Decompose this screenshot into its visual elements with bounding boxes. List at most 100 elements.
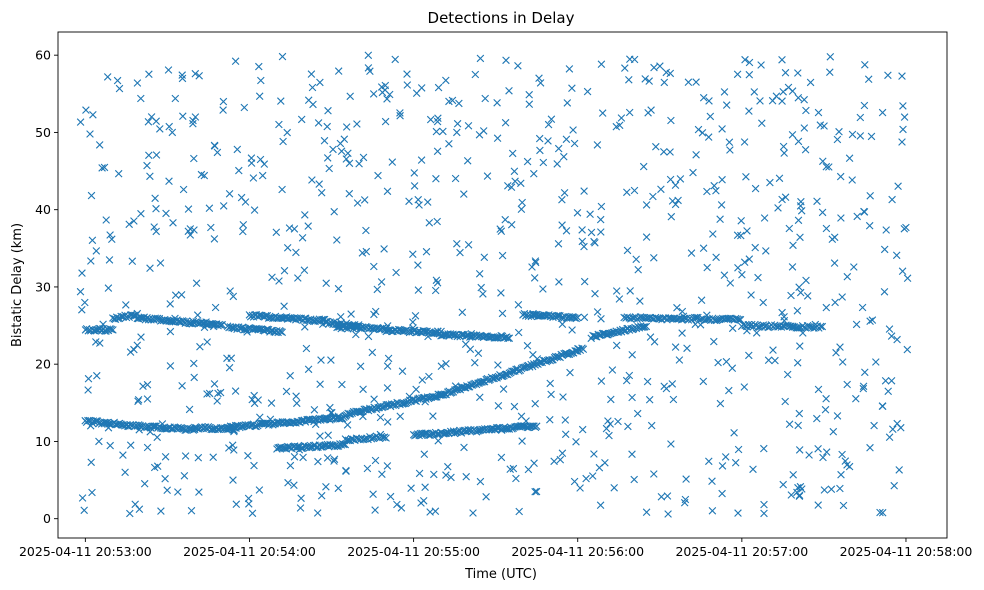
detection-point bbox=[313, 509, 322, 517]
detection-point bbox=[359, 412, 367, 421]
detection-point bbox=[178, 382, 186, 390]
detection-point bbox=[697, 296, 706, 304]
detection-point bbox=[432, 127, 441, 136]
detection-point bbox=[525, 100, 534, 108]
detection-point bbox=[99, 320, 107, 329]
detection-point bbox=[882, 226, 890, 234]
detection-point bbox=[766, 178, 774, 187]
detection-point bbox=[231, 387, 240, 395]
detection-point bbox=[369, 90, 378, 98]
detection-point bbox=[107, 325, 116, 334]
detection-point bbox=[498, 251, 507, 260]
y-tick-label: 0 bbox=[43, 511, 51, 526]
detection-point bbox=[203, 338, 211, 346]
detection-point bbox=[833, 412, 842, 420]
detection-point bbox=[718, 462, 727, 470]
detection-point bbox=[716, 399, 725, 408]
detection-point bbox=[400, 399, 408, 408]
detection-point bbox=[614, 417, 622, 426]
detection-point bbox=[186, 225, 195, 233]
detection-point bbox=[593, 141, 602, 149]
detection-point bbox=[423, 198, 432, 206]
detection-point bbox=[821, 405, 830, 414]
detection-point bbox=[604, 417, 612, 425]
detection-point bbox=[784, 83, 793, 92]
detection-point bbox=[315, 180, 323, 188]
detection-point bbox=[742, 173, 750, 181]
detection-point bbox=[200, 171, 209, 180]
detection-point bbox=[519, 363, 527, 372]
detection-point bbox=[878, 108, 887, 117]
detection-point bbox=[211, 303, 220, 312]
detection-point bbox=[358, 249, 367, 257]
detection-point bbox=[597, 60, 606, 68]
detection-point bbox=[553, 353, 562, 361]
detection-point bbox=[334, 67, 343, 75]
detection-point bbox=[344, 149, 352, 158]
x-tick-label: 2025-04-11 20:56:00 bbox=[511, 544, 644, 559]
detection-point bbox=[353, 120, 361, 128]
detection-point bbox=[145, 70, 153, 78]
detection-point bbox=[283, 244, 292, 252]
detection-point bbox=[751, 243, 759, 252]
detection-point bbox=[346, 92, 354, 101]
detection-point bbox=[471, 358, 479, 367]
detection-point bbox=[760, 500, 768, 509]
detection-point bbox=[699, 93, 708, 102]
detection-point bbox=[829, 427, 838, 436]
detection-point bbox=[225, 363, 234, 372]
detection-point bbox=[793, 307, 802, 315]
detection-point bbox=[553, 311, 561, 320]
detection-point bbox=[232, 500, 241, 508]
detection-point bbox=[398, 367, 407, 375]
detection-point bbox=[356, 408, 365, 416]
detection-point bbox=[89, 111, 97, 119]
detection-point bbox=[296, 504, 305, 512]
detection-point bbox=[517, 205, 526, 213]
x-tick-label: 2025-04-11 20:53:00 bbox=[19, 544, 152, 559]
detection-point bbox=[588, 472, 597, 480]
detection-point bbox=[376, 413, 385, 422]
detection-point bbox=[409, 250, 417, 258]
detection-point bbox=[497, 372, 506, 380]
detection-point bbox=[383, 322, 392, 330]
detection-point bbox=[382, 434, 390, 442]
detection-point bbox=[81, 298, 89, 307]
detection-point bbox=[476, 393, 484, 402]
detection-point bbox=[740, 138, 749, 146]
detection-point bbox=[568, 84, 576, 92]
detection-point bbox=[876, 508, 884, 517]
detection-point bbox=[781, 193, 790, 201]
detection-point bbox=[880, 288, 889, 296]
detection-point bbox=[843, 272, 852, 281]
detection-point bbox=[833, 135, 842, 144]
detection-point bbox=[135, 505, 144, 513]
detection-point bbox=[597, 315, 605, 323]
detection-point bbox=[421, 397, 429, 406]
detection-point bbox=[95, 141, 104, 149]
detection-point bbox=[566, 368, 574, 377]
detection-point bbox=[743, 326, 751, 335]
detection-point bbox=[196, 342, 204, 351]
detection-point bbox=[870, 421, 878, 430]
detection-point bbox=[683, 344, 691, 353]
detection-point bbox=[699, 377, 708, 386]
detection-point bbox=[570, 477, 579, 486]
detection-point bbox=[852, 394, 860, 403]
detection-point bbox=[474, 349, 483, 357]
detection-point bbox=[146, 264, 154, 272]
detection-point bbox=[119, 451, 127, 459]
detection-point bbox=[625, 108, 634, 117]
detection-point bbox=[275, 120, 283, 129]
detection-point bbox=[608, 366, 617, 374]
detection-point bbox=[843, 461, 851, 469]
detection-point bbox=[284, 478, 292, 487]
detection-point bbox=[364, 406, 373, 415]
detection-point bbox=[866, 192, 874, 200]
detection-point bbox=[725, 386, 733, 395]
detection-point bbox=[254, 396, 262, 404]
detection-point bbox=[391, 55, 399, 64]
detection-point bbox=[498, 309, 507, 318]
detection-point bbox=[865, 221, 874, 230]
detection-point bbox=[556, 455, 565, 464]
